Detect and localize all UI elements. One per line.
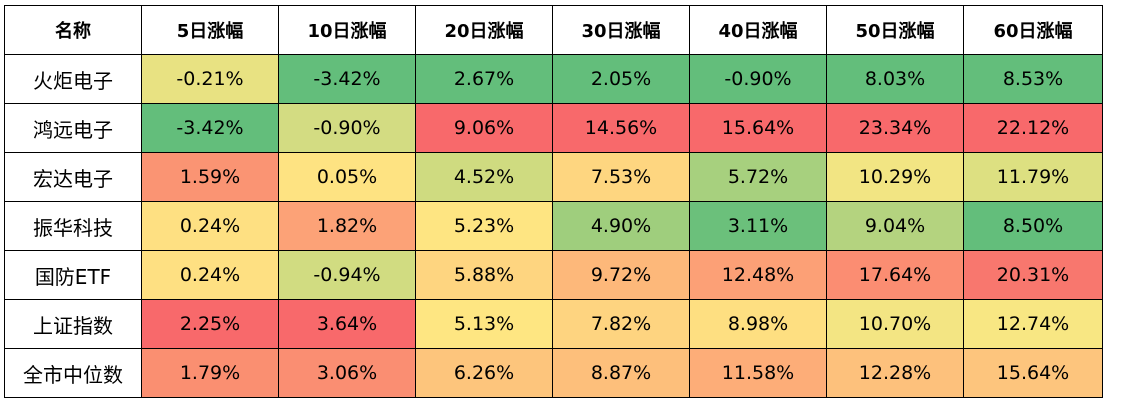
row-label: 全市中位数 [4,348,142,398]
table-row: 鸿远电子 -3.42% -0.90% 9.06% 14.56% 15.64% 23.34% 2… [4,103,1103,153]
table-body: 火炬电子 -0.21% -3.42% 2.67% 2.05% -0.90% 8.03% 8.5… [4,54,1103,398]
heatmap-cell: 0.05% [278,152,416,202]
heatmap-cell: 12.74% [963,299,1103,349]
heatmap-cell: 8.53% [963,54,1103,104]
heatmap-cell: 12.48% [689,250,827,300]
heatmap-cell: 3.06% [278,348,416,398]
heatmap-cell: 2.05% [552,54,690,104]
heatmap-cell: -3.42% [278,54,416,104]
heatmap-cell: 2.67% [415,54,553,104]
heatmap-cell: 0.24% [141,201,279,251]
column-header: 10日涨幅 [278,5,416,55]
heatmap-cell: 6.26% [415,348,553,398]
table-row: 振华科技 0.24% 1.82% 5.23% 4.90% 3.11% 9.04% 8.50% [4,201,1103,251]
heatmap-cell: 7.82% [552,299,690,349]
heatmap-cell: 8.98% [689,299,827,349]
heatmap-cell: 12.28% [826,348,964,398]
heatmap-cell: -0.21% [141,54,279,104]
row-label: 宏达电子 [4,152,142,202]
heatmap-cell: 9.04% [826,201,964,251]
column-header: 60日涨幅 [963,5,1103,55]
header-row: 名称 5日涨幅 10日涨幅 20日涨幅 30日涨幅 40日涨幅 50日涨幅 60日涨幅 [4,5,1103,55]
heatmap-table: 名称 5日涨幅 10日涨幅 20日涨幅 30日涨幅 40日涨幅 50日涨幅 60日涨幅 火炬电… [4,5,1103,398]
column-header-name: 名称 [4,5,142,55]
heatmap-cell: 9.06% [415,103,553,153]
heatmap-cell: 10.70% [826,299,964,349]
heatmap-cell: 4.52% [415,152,553,202]
column-header: 50日涨幅 [826,5,964,55]
table-header: 名称 5日涨幅 10日涨幅 20日涨幅 30日涨幅 40日涨幅 50日涨幅 60日涨幅 [4,5,1103,55]
heatmap-cell: 23.34% [826,103,964,153]
heatmap-cell: 22.12% [963,103,1103,153]
heatmap-cell: 17.64% [826,250,964,300]
heatmap-cell: 3.64% [278,299,416,349]
row-label: 鸿远电子 [4,103,142,153]
row-label: 振华科技 [4,201,142,251]
column-header: 40日涨幅 [689,5,827,55]
heatmap-cell: 8.87% [552,348,690,398]
heatmap-cell: 8.50% [963,201,1103,251]
heatmap-cell: 10.29% [826,152,964,202]
heatmap-cell: 5.88% [415,250,553,300]
heatmap-cell: -0.90% [689,54,827,104]
heatmap-cell: 1.59% [141,152,279,202]
heatmap-cell: 4.90% [552,201,690,251]
heatmap-cell: 5.13% [415,299,553,349]
heatmap-cell: 0.24% [141,250,279,300]
heatmap-cell: -0.94% [278,250,416,300]
heatmap-cell: 5.23% [415,201,553,251]
heatmap-cell: 9.72% [552,250,690,300]
heatmap-cell: 2.25% [141,299,279,349]
heatmap-cell: 20.31% [963,250,1103,300]
row-label: 上证指数 [4,299,142,349]
table-row: 宏达电子 1.59% 0.05% 4.52% 7.53% 5.72% 10.29% 11.79… [4,152,1103,202]
row-label: 国防ETF [4,250,142,300]
heatmap-cell: 11.58% [689,348,827,398]
table-row: 上证指数 2.25% 3.64% 5.13% 7.82% 8.98% 10.70% 12.74… [4,299,1103,349]
row-label: 火炬电子 [4,54,142,104]
column-header: 5日涨幅 [141,5,279,55]
heatmap-cell: 14.56% [552,103,690,153]
column-header: 20日涨幅 [415,5,553,55]
heatmap-cell: 8.03% [826,54,964,104]
table-row: 国防ETF 0.24% -0.94% 5.88% 9.72% 12.48% 17.64% 20… [4,250,1103,300]
heatmap-cell: 1.82% [278,201,416,251]
table-row: 全市中位数 1.79% 3.06% 6.26% 8.87% 11.58% 12.28% 15.… [4,348,1103,398]
heatmap-cell: 11.79% [963,152,1103,202]
heatmap-cell: 15.64% [963,348,1103,398]
table-row: 火炬电子 -0.21% -3.42% 2.67% 2.05% -0.90% 8.03% 8.5… [4,54,1103,104]
heatmap-cell: -0.90% [278,103,416,153]
heatmap-cell: -3.42% [141,103,279,153]
heatmap-cell: 1.79% [141,348,279,398]
heatmap-cell: 5.72% [689,152,827,202]
heatmap-cell: 15.64% [689,103,827,153]
heatmap-cell: 3.11% [689,201,827,251]
column-header: 30日涨幅 [552,5,690,55]
heatmap-cell: 7.53% [552,152,690,202]
